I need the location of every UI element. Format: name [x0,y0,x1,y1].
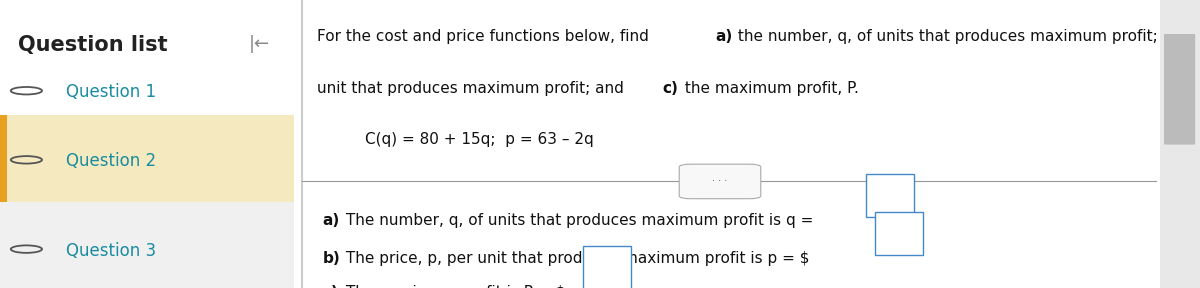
Text: Question 1: Question 1 [66,83,156,101]
Text: a): a) [715,29,733,44]
Text: |←: |← [248,35,270,53]
Text: the maximum profit, P.: the maximum profit, P. [680,81,859,96]
Text: c): c) [662,81,678,96]
Text: Question 2: Question 2 [66,152,156,170]
FancyBboxPatch shape [866,174,914,217]
FancyBboxPatch shape [1164,34,1195,145]
Text: Question 3: Question 3 [66,242,156,259]
Text: The maximum profit is P = $: The maximum profit is P = $ [341,285,565,288]
Text: the number, q, of units that produces maximum profit;: the number, q, of units that produces ma… [733,29,1163,44]
Text: b): b) [323,251,341,266]
FancyBboxPatch shape [0,0,294,288]
FancyBboxPatch shape [0,202,294,288]
Text: unit that produces maximum profit; and: unit that produces maximum profit; and [317,81,629,96]
FancyBboxPatch shape [875,212,923,255]
FancyBboxPatch shape [679,164,761,199]
Text: a): a) [323,213,340,228]
Text: The price, p, per unit that produces maximum profit is p = $: The price, p, per unit that produces max… [341,251,809,266]
Text: Question list: Question list [18,35,168,54]
Text: For the cost and price functions below, find: For the cost and price functions below, … [317,29,654,44]
FancyBboxPatch shape [1160,0,1200,288]
FancyBboxPatch shape [583,246,631,288]
FancyBboxPatch shape [0,115,7,202]
FancyBboxPatch shape [0,115,294,202]
Text: C(q) = 80 + 15q;  p = 63 – 2q: C(q) = 80 + 15q; p = 63 – 2q [365,132,594,147]
Text: · · ·: · · · [713,177,727,186]
Text: The number, q, of units that produces maximum profit is q =: The number, q, of units that produces ma… [341,213,812,228]
Text: c): c) [323,285,338,288]
